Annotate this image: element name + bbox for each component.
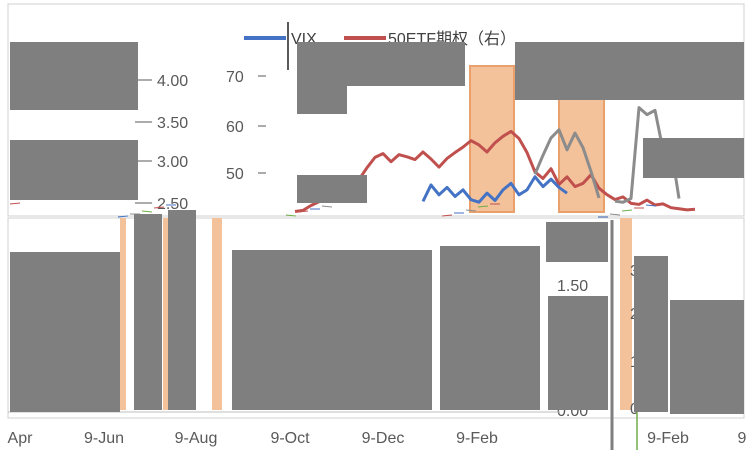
glitch-stroke — [645, 204, 657, 207]
right-axis-tick-label: 70 — [226, 69, 244, 86]
glitch-stroke — [441, 214, 453, 217]
x-axis-tick-label: Apr — [8, 430, 34, 447]
right-axis-tick-label: 50 — [226, 166, 244, 183]
glitch-stroke — [477, 205, 489, 208]
x-axis-tick-label: 9-Aug — [175, 430, 218, 447]
glitch-stroke — [285, 214, 297, 217]
occluding-block — [515, 42, 744, 100]
shaded-period — [469, 65, 515, 213]
glitch-stroke — [153, 206, 165, 209]
x-axis-tick-label: 9-Feb — [647, 430, 689, 447]
left-axis-tick-label: 4.00 — [157, 73, 188, 90]
upper-frame — [7, 3, 745, 217]
occluding-block — [232, 250, 432, 410]
occluding-block — [297, 86, 347, 114]
left-axis-tick-label: 3.50 — [157, 115, 188, 132]
occluding-block — [168, 210, 196, 410]
occluding-block — [10, 42, 138, 110]
glitch-stroke — [297, 210, 309, 213]
x-axis-tick-label: 9-Jun — [84, 430, 124, 447]
glitch-stroke — [117, 215, 129, 218]
occluding-block — [134, 214, 162, 410]
lower-left-tick-label: 1.50 — [557, 278, 588, 295]
glitch-stroke — [609, 213, 621, 216]
right-axis-tick-label: 60 — [226, 119, 244, 136]
glitch-stroke — [465, 209, 477, 212]
occluding-block — [670, 300, 744, 414]
occluding-block — [10, 252, 120, 412]
shaded-bar — [120, 218, 126, 410]
glitch-stroke — [141, 210, 153, 213]
x-axis-tick-label: 9 — [738, 430, 747, 447]
occluding-block — [440, 246, 540, 410]
occluding-block — [546, 222, 608, 262]
left-axis-tick-label: 3.00 — [157, 154, 188, 171]
glitch-stroke — [321, 205, 333, 208]
occluding-block — [297, 42, 465, 86]
occluding-block — [643, 138, 744, 178]
occluding-block — [297, 175, 367, 203]
x-axis-tick-label: 9-Dec — [362, 430, 405, 447]
occluding-block — [634, 256, 668, 412]
occluding-block — [10, 140, 138, 200]
x-axis-tick-label: 9-Feb — [456, 430, 498, 447]
shaded-bar — [212, 218, 222, 410]
shaded-bar — [620, 218, 632, 410]
occluding-block — [548, 296, 608, 410]
shaded-bar — [163, 218, 169, 410]
glitch-stroke — [9, 202, 21, 205]
glitch-stroke — [621, 209, 633, 212]
x-axis-tick-label: 9-Oct — [270, 430, 310, 447]
